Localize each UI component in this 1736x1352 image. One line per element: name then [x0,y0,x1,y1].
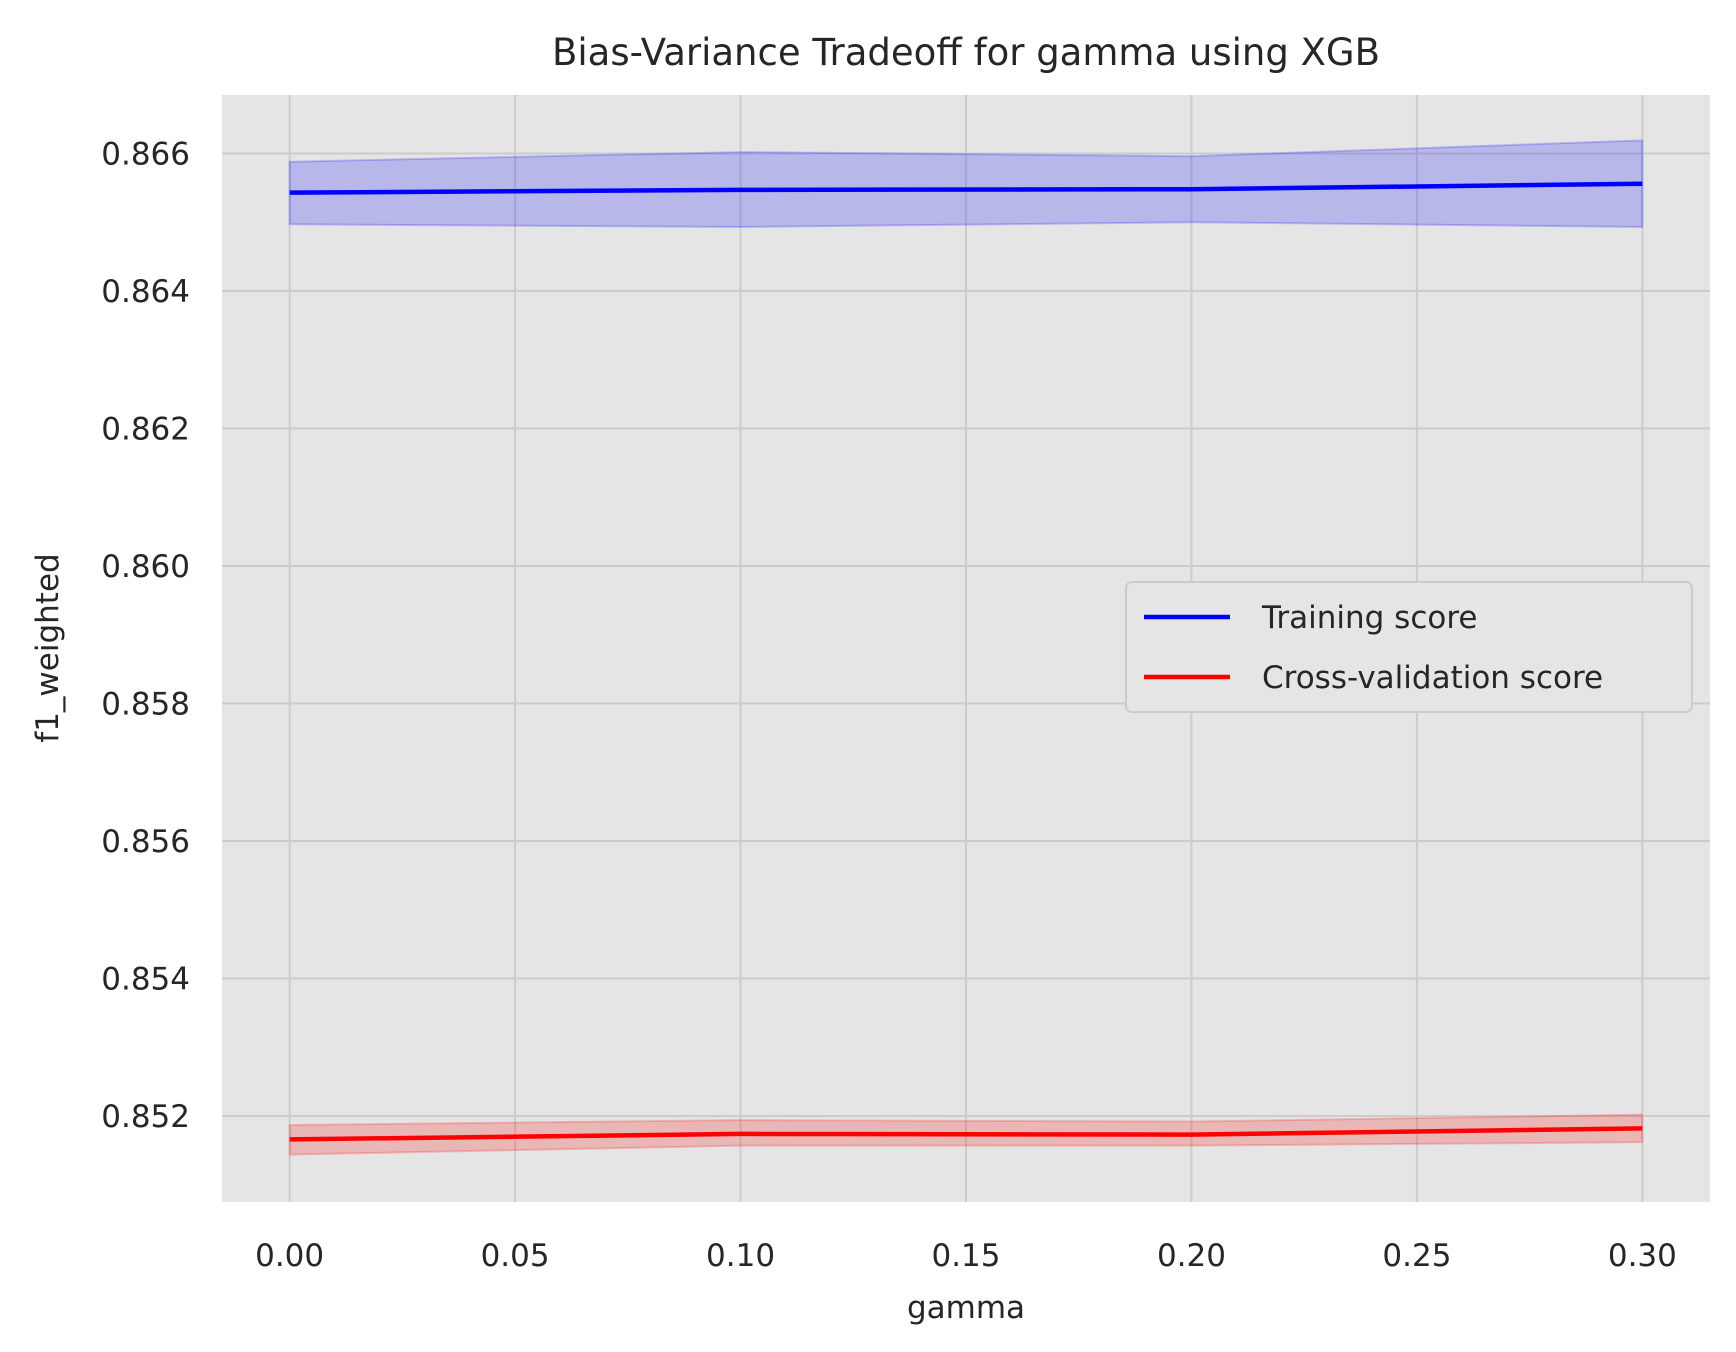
y-tick-label: 0.862 [101,411,190,447]
x-tick-label: 0.20 [1157,1238,1226,1274]
legend-label: Cross-validation score [1262,660,1603,696]
y-tick-label: 0.852 [101,1099,190,1135]
x-axis-label: gamma [907,1290,1025,1326]
series-lines [289,181,1643,1142]
legend-label: Training score [1261,600,1477,636]
x-tick-labels: 0.00 0.05 0.10 0.15 0.20 0.25 0.30 [255,1238,1677,1274]
x-tick-label: 0.10 [706,1238,775,1274]
x-tick-label: 0.25 [1382,1238,1451,1274]
confidence-bands [288,139,1644,1156]
legend: Training score Cross-validation score [1125,581,1693,713]
x-tick-label: 0.05 [481,1238,550,1274]
y-tick-label: 0.860 [101,549,190,585]
chart-title: Bias-Variance Tradeoff for gamma using X… [552,31,1380,74]
y-tick-label: 0.864 [101,274,190,310]
cross-validation-score-line [289,1126,1643,1142]
x-tick-label: 0.00 [255,1238,324,1274]
y-tick-label: 0.858 [101,687,190,723]
y-tick-labels: 0.852 0.854 0.856 0.858 0.860 0.862 0.864 0.866 [101,136,190,1135]
legend-box [1125,581,1693,713]
y-tick-label: 0.866 [101,136,190,172]
x-tick-label: 0.15 [931,1238,1000,1274]
y-axis-label: f1_weighted [30,553,66,742]
y-tick-label: 0.856 [101,824,190,860]
training-score-band [288,139,1644,229]
x-tick-label: 0.30 [1608,1238,1677,1274]
y-tick-label: 0.854 [101,962,190,998]
training-score-line [289,181,1643,195]
